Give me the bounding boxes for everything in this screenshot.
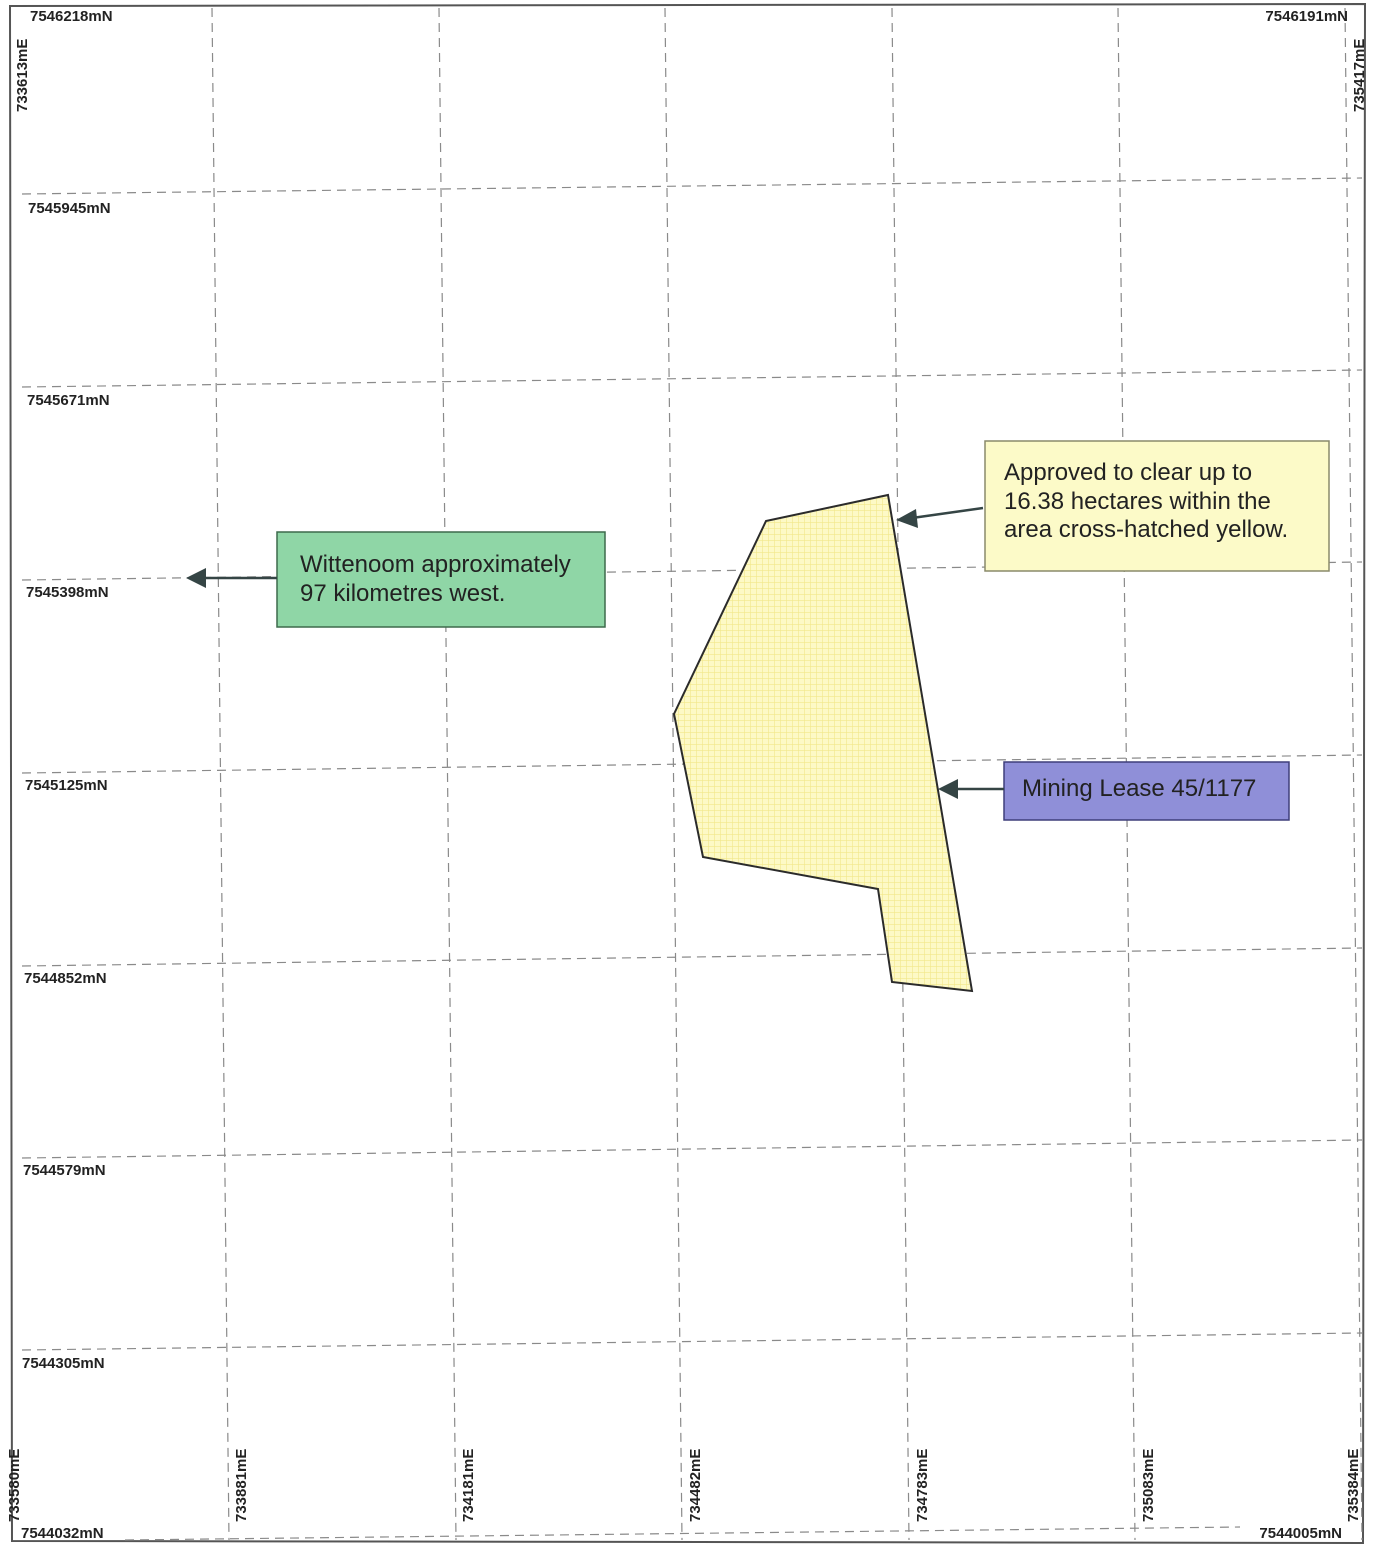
easting-label: 735384mE <box>1345 1449 1362 1522</box>
northing-labels-left: 7546218mN 7545945mN 7545671mN 7545398mN … <box>21 8 113 1542</box>
callout-clearing: Approved to clear up to 16.38 hectares w… <box>896 440 1330 572</box>
grid-line-easting <box>211 7 230 1541</box>
northing-label: 7544305mN <box>22 1355 105 1372</box>
callout-lease: Mining Lease 45/1177 <box>938 761 1290 821</box>
easting-label: 733881mE <box>233 1449 250 1522</box>
easting-label: 734783mE <box>914 1449 931 1522</box>
grid-line-easting <box>1344 7 1363 1541</box>
callout-lease-line: Mining Lease 45/1177 <box>1022 775 1256 802</box>
northing-label: 7544032mN <box>21 1525 104 1542</box>
grid-line-northing <box>21 1332 1363 1351</box>
easting-label: 733580mE <box>6 1449 23 1522</box>
northing-labels-right: 7546191mN 7544005mN <box>1259 8 1348 1542</box>
callout-clearing-line: area cross-hatched yellow. <box>1004 516 1288 543</box>
arrow-head-icon <box>186 568 206 588</box>
northing-label: 7544852mN <box>24 970 107 987</box>
northing-label: 7546218mN <box>30 8 113 25</box>
grid-line-northing <box>21 754 1363 774</box>
grid-line-northing <box>21 1139 1363 1159</box>
easting-labels-top: 733613mE 735417mE <box>14 39 1368 112</box>
northing-label: 7545398mN <box>26 584 109 601</box>
arrow-line <box>911 506 984 520</box>
callout-clearing-box <box>984 440 1330 572</box>
callout-wittenoom-line: 97 kilometres west. <box>300 580 505 607</box>
northing-label: 7545671mN <box>27 392 110 409</box>
easting-label: 735417mE <box>1351 39 1368 112</box>
northing-label: 7545125mN <box>25 777 108 794</box>
northing-label: 7544579mN <box>23 1162 106 1179</box>
grid-line-northing <box>21 947 1363 967</box>
arrow-head-icon <box>896 509 918 528</box>
callout-clearing-line: Approved to clear up to <box>1004 459 1252 486</box>
grid-line-northing <box>21 177 1363 195</box>
northing-label: 7544005mN <box>1259 1525 1342 1542</box>
callout-wittenoom-box <box>276 531 606 628</box>
map-frame <box>8 2 1367 1545</box>
lease-clearing-area <box>672 493 974 993</box>
grid-line-easting <box>664 7 683 1541</box>
northing-label: 7546191mN <box>1265 8 1348 25</box>
easting-label: 733613mE <box>14 39 31 112</box>
easting-labels-bottom: 733580mE 733881mE 734181mE 734482mE 7347… <box>6 1449 1362 1522</box>
easting-label: 734181mE <box>460 1449 477 1522</box>
callout-lease-box <box>1003 761 1290 821</box>
arrow-head-icon <box>938 779 958 799</box>
grid-line-easting <box>438 7 457 1541</box>
callout-clearing-line: 16.38 hectares within the <box>1004 488 1271 515</box>
callout-wittenoom-line: Wittenoom approximately <box>300 551 571 578</box>
easting-label: 735083mE <box>1140 1449 1157 1522</box>
grid-line-northing <box>21 369 1363 388</box>
easting-label: 734482mE <box>687 1449 704 1522</box>
callout-wittenoom: Wittenoom approximately 97 kilometres we… <box>186 531 606 628</box>
northing-label: 7545945mN <box>28 200 111 217</box>
grid-line-northing <box>124 1526 1241 1541</box>
